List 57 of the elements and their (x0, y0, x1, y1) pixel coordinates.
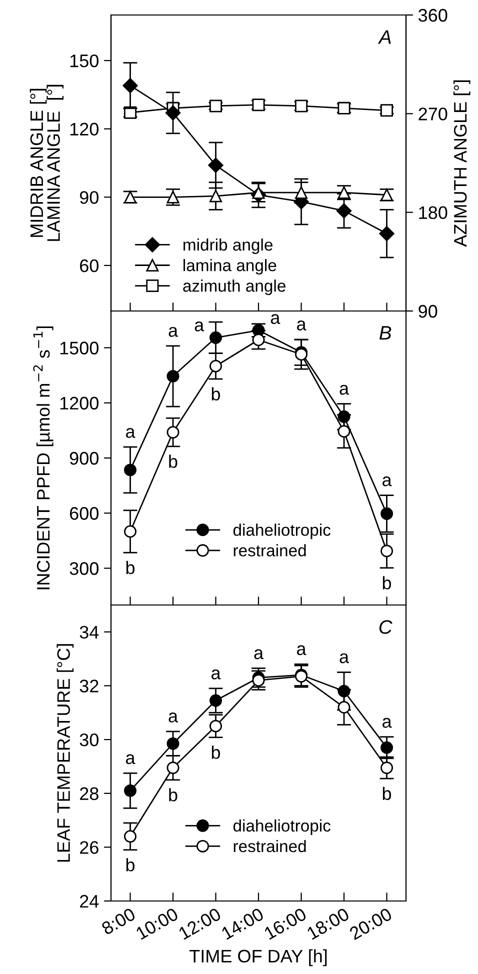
text: C (379, 620, 392, 634)
annotation: a (254, 649, 264, 660)
y-tick-label: 30 (80, 733, 98, 746)
y-tick-label: 60 (80, 259, 98, 272)
text: B (379, 326, 392, 340)
y-tick-label: 1500 (60, 342, 98, 354)
y-axis-title: MIDRIB ANGLE [°] LAMINA ANGLE [°] (30, 84, 64, 241)
y-tick-label: 900 (70, 452, 98, 465)
y-tick-label: 1200 (60, 396, 98, 410)
y-axis-title: INCIDENT PPFD [µmol m$^{−2}$ s$^{−1}$] (33, 326, 54, 590)
legend-label: midrib angle (184, 238, 272, 254)
annotation: a (382, 476, 392, 486)
annotation: a (168, 712, 178, 722)
x-tick-label: 8:00 (100, 907, 136, 936)
y-tick-label: 26 (80, 841, 98, 854)
y2-axis-title: AZIMUTH ANGLE [°] (453, 80, 470, 247)
legend-label: diaheliotropic (233, 524, 330, 540)
annotation: b (126, 858, 135, 872)
annotation: a (270, 314, 280, 324)
y-tick-label: 24 (80, 894, 99, 908)
annotation: a (382, 718, 392, 728)
y-tick-label: 120 (70, 122, 98, 136)
y-tick-label: 300 (70, 562, 98, 575)
annotation: a (297, 645, 306, 656)
y2-tick-label: 270 (418, 108, 448, 120)
annotation: a (211, 669, 221, 680)
annotation: b (382, 786, 392, 800)
y-tick-label: 90 (80, 191, 98, 204)
y2-tick-label: 90 (418, 304, 438, 318)
x-axis-title: TIME OF DAY [h] (190, 949, 327, 966)
annotation: b (169, 788, 178, 802)
legend-label: restrained (234, 840, 306, 852)
y-tick-label: 28 (80, 787, 98, 800)
y2-tick-label: 360 (418, 8, 448, 22)
text: A (378, 30, 391, 44)
annotation: a (340, 384, 350, 395)
annotation: a (194, 321, 204, 332)
annotation: b (126, 560, 135, 574)
y-tick-label: 600 (70, 507, 98, 520)
annotation: b (382, 576, 392, 590)
legend-label: restrained (234, 544, 306, 556)
legend-label: lamina angle (184, 259, 276, 275)
y2-tick-label: 180 (419, 206, 448, 220)
annotation: a (126, 754, 136, 764)
y-tick-label: 32 (80, 680, 98, 692)
legend-label: diaheliotropic (233, 819, 330, 835)
annotation: a (126, 428, 136, 438)
annotation: b (212, 746, 220, 759)
y-axis-title: LEAF TEMPERATURE [°C] (56, 644, 74, 862)
y-tick-label: 34 (80, 626, 99, 639)
legend-label: azimuth angle (183, 280, 286, 296)
y-tick-label: 150 (70, 54, 98, 68)
annotation: a (297, 320, 306, 330)
annotation: a (340, 653, 350, 664)
annotation: a (168, 326, 178, 337)
annotation: b (169, 454, 178, 468)
annotation: b (212, 387, 220, 400)
